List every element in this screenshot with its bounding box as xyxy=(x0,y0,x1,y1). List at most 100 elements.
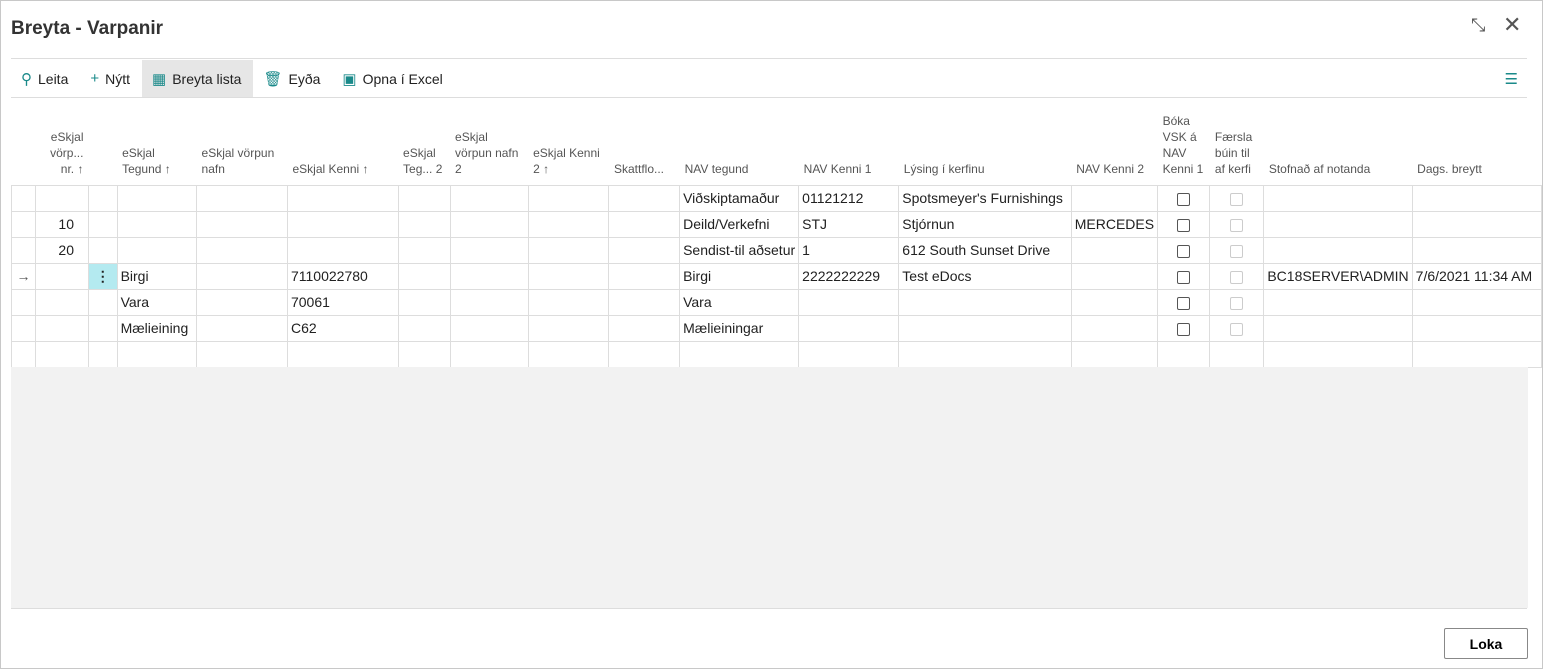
desc-cell[interactable]: Spotsmeyer's Furnishings xyxy=(898,184,1072,212)
marker-cell[interactable] xyxy=(10,340,37,368)
nav-id1-cell[interactable] xyxy=(798,314,900,342)
toolbar-nýtt-button[interactable]: + Nýtt xyxy=(80,60,142,97)
table-row[interactable]: 10 Deild/Verkefni STJ Stjórnun MERCEDES xyxy=(10,210,1543,238)
tax-cell[interactable] xyxy=(608,288,681,316)
id-cell[interactable] xyxy=(286,210,399,238)
vat-checkbox-cell[interactable] xyxy=(1157,236,1211,264)
column-header[interactable]: eSkjal Kenni 2 ↑ xyxy=(533,145,600,176)
row-actions-cell[interactable] xyxy=(87,236,118,264)
type2-cell[interactable] xyxy=(397,210,451,238)
toolbar-opna-í-excel-button[interactable]: ▣ Opna í Excel xyxy=(332,60,454,97)
nav-type-cell[interactable] xyxy=(679,340,800,368)
type2-cell[interactable] xyxy=(397,314,451,342)
desc-cell[interactable] xyxy=(898,314,1072,342)
nav-id2-cell[interactable] xyxy=(1070,262,1159,290)
nav-id1-cell[interactable] xyxy=(798,340,900,368)
nav-type-cell[interactable]: Vara xyxy=(679,288,800,316)
column-header[interactable]: Lýsing í kerfinu xyxy=(903,161,985,176)
nr-cell[interactable]: 20 xyxy=(35,236,89,264)
table-row[interactable]: Vara 70061 Vara xyxy=(10,288,1543,316)
map-name2-cell[interactable] xyxy=(449,288,529,316)
modified-cell[interactable] xyxy=(1411,340,1543,368)
sys-checkbox-cell[interactable] xyxy=(1209,288,1265,316)
created-by-cell[interactable]: BC18SERVER\ADMIN xyxy=(1263,262,1413,290)
desc-cell[interactable]: Test eDocs xyxy=(898,262,1072,290)
map-name-cell[interactable] xyxy=(196,262,288,290)
row-actions-cell[interactable] xyxy=(87,184,118,212)
type-cell[interactable] xyxy=(116,184,198,212)
type-cell[interactable]: Birgi xyxy=(116,262,198,290)
table-row[interactable] xyxy=(10,340,1543,368)
vat-checkbox-cell[interactable] xyxy=(1157,262,1211,290)
table-row[interactable]: Viðskiptamaður 01121212 Spotsmeyer's Furni… xyxy=(10,184,1543,212)
vat-checkbox-cell[interactable] xyxy=(1157,210,1211,238)
row-actions-cell[interactable] xyxy=(87,314,118,342)
collapse-icon[interactable]: ⤡ xyxy=(1471,15,1486,35)
column-header[interactable]: Bóka VSK á NAV Kenni 1 xyxy=(1162,113,1204,176)
id2-cell[interactable] xyxy=(527,236,610,264)
created-by-cell[interactable] xyxy=(1263,236,1413,264)
id2-cell[interactable] xyxy=(527,210,610,238)
marker-cell[interactable] xyxy=(10,210,37,238)
nav-id2-cell[interactable] xyxy=(1070,184,1159,212)
nr-cell[interactable] xyxy=(35,340,89,368)
sys-checkbox-cell[interactable] xyxy=(1209,340,1265,368)
sys-checkbox-cell[interactable] xyxy=(1209,262,1265,290)
column-header[interactable]: eSkjal vörpun nafn xyxy=(201,145,275,176)
row-actions-icon[interactable]: ⋮ xyxy=(87,262,118,290)
id-cell[interactable]: 7110022780 xyxy=(286,262,399,290)
toolbar-eyða-button[interactable]: 🗑 Eyða xyxy=(253,60,332,97)
id-cell[interactable] xyxy=(286,236,399,264)
nr-cell[interactable] xyxy=(35,314,89,342)
marker-cell[interactable] xyxy=(10,184,37,212)
vat-checkbox[interactable] xyxy=(1177,296,1191,310)
vat-checkbox-cell[interactable] xyxy=(1157,340,1211,368)
type-cell[interactable] xyxy=(116,210,198,238)
type2-cell[interactable] xyxy=(397,262,451,290)
id2-cell[interactable] xyxy=(527,288,610,316)
nav-type-cell[interactable]: Mælieiningar xyxy=(679,314,800,342)
nr-cell[interactable]: 10 xyxy=(35,210,89,238)
column-header[interactable]: Færsla búin til af kerfi xyxy=(1214,129,1253,176)
desc-cell[interactable] xyxy=(898,288,1072,316)
toolbar-breyta-lista-button[interactable]: ▦ Breyta lista xyxy=(142,60,254,97)
modified-cell[interactable] xyxy=(1411,288,1543,316)
column-header[interactable]: NAV Kenni 2 xyxy=(1076,161,1145,176)
column-header[interactable]: eSkjal Kenni ↑ xyxy=(292,161,369,176)
id2-cell[interactable] xyxy=(527,262,610,290)
vat-checkbox[interactable] xyxy=(1177,322,1191,336)
nav-id2-cell[interactable] xyxy=(1070,314,1159,342)
type2-cell[interactable] xyxy=(397,340,451,368)
row-actions-cell[interactable] xyxy=(87,288,118,316)
created-by-cell[interactable] xyxy=(1263,184,1413,212)
nav-id1-cell[interactable] xyxy=(798,288,900,316)
vat-checkbox[interactable] xyxy=(1177,244,1191,258)
tax-cell[interactable] xyxy=(608,184,681,212)
nav-id1-cell[interactable]: 2222222229 xyxy=(798,262,900,290)
table-row[interactable]: → ⋮ Birgi 7110022780 Birgi 2222222229 Test eDo… xyxy=(10,262,1543,290)
nav-type-cell[interactable]: Birgi xyxy=(679,262,800,290)
close-button[interactable]: Loka xyxy=(1444,628,1528,659)
map-name2-cell[interactable] xyxy=(449,210,529,238)
tax-cell[interactable] xyxy=(608,236,681,264)
modified-cell[interactable] xyxy=(1411,184,1543,212)
created-by-cell[interactable] xyxy=(1263,210,1413,238)
column-header[interactable]: eSkjal vörpun nafn 2 xyxy=(455,129,519,176)
marker-cell[interactable] xyxy=(10,314,37,342)
marker-cell[interactable]: → xyxy=(10,262,37,290)
nav-type-cell[interactable]: Viðskiptamaður xyxy=(679,184,800,212)
map-name-cell[interactable] xyxy=(196,340,288,368)
map-name-cell[interactable] xyxy=(196,288,288,316)
nav-id2-cell[interactable] xyxy=(1070,340,1159,368)
modified-cell[interactable]: 7/6/2021 11:34 AM xyxy=(1411,262,1543,290)
nav-id2-cell[interactable] xyxy=(1070,288,1159,316)
vat-checkbox[interactable] xyxy=(1177,218,1191,232)
type2-cell[interactable] xyxy=(397,184,451,212)
close-icon[interactable]: ✕ xyxy=(1503,12,1522,37)
column-header[interactable]: Stofnað af notanda xyxy=(1268,161,1371,176)
map-name2-cell[interactable] xyxy=(449,340,529,368)
column-header[interactable]: eSkjal Tegund ↑ xyxy=(122,145,171,176)
nav-id2-cell[interactable]: MERCEDES xyxy=(1070,210,1159,238)
type2-cell[interactable] xyxy=(397,236,451,264)
id2-cell[interactable] xyxy=(527,314,610,342)
